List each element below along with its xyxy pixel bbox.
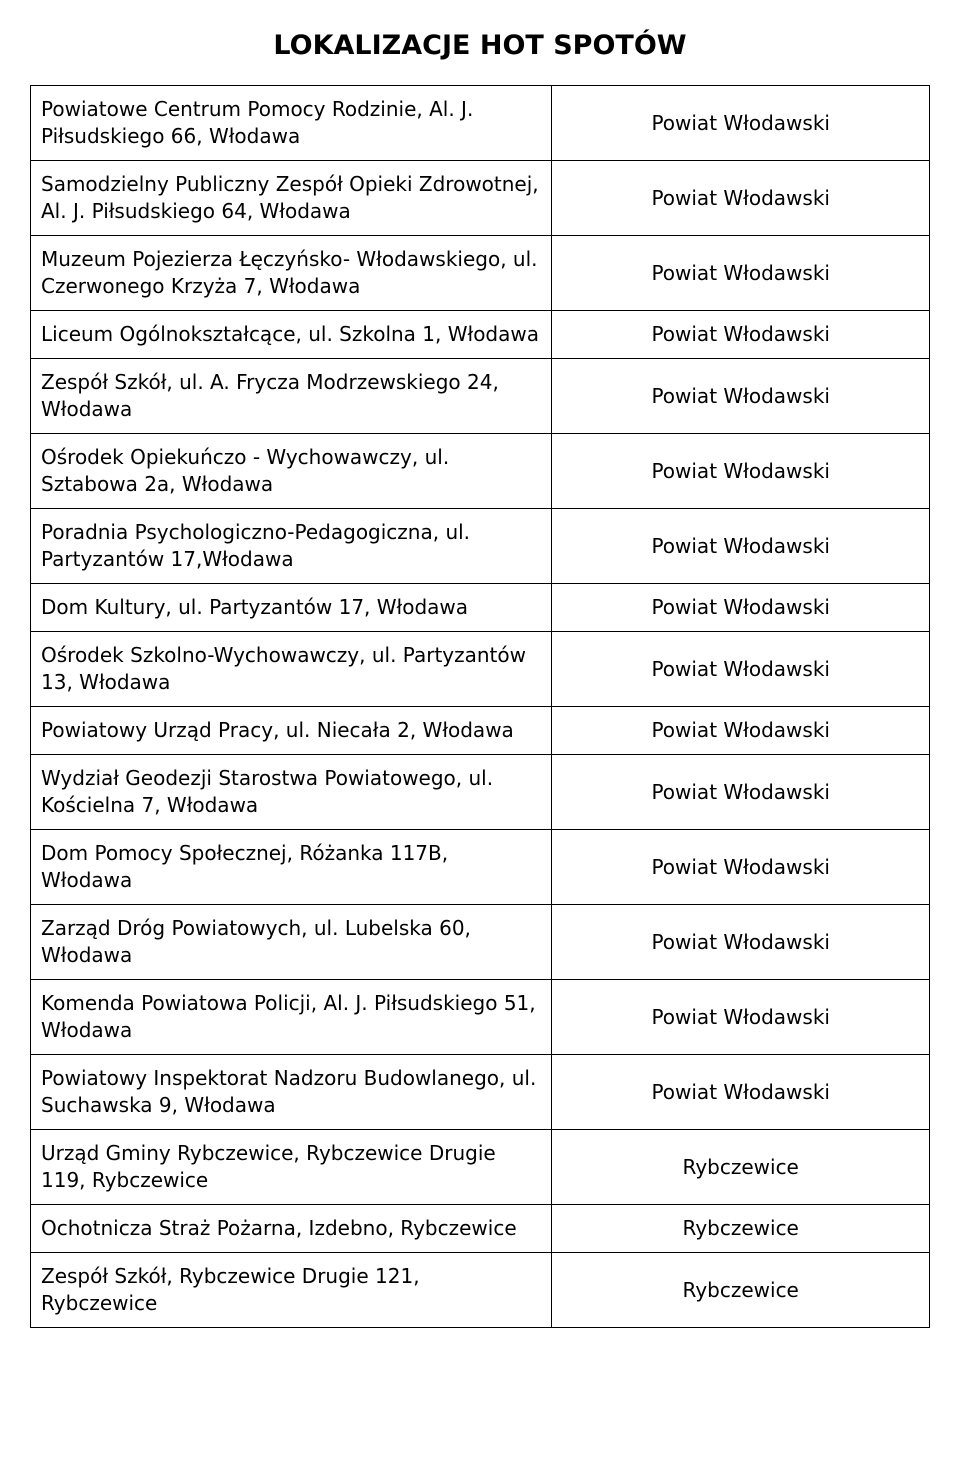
table-row: Samodzielny Publiczny Zespół Opieki Zdro…	[31, 161, 930, 236]
location-cell: Muzeum Pojezierza Łęczyńsko- Włodawskieg…	[31, 236, 552, 311]
locations-table: Powiatowe Centrum Pomocy Rodzinie, Al. J…	[30, 85, 930, 1328]
district-cell: Rybczewice	[552, 1130, 930, 1205]
location-cell: Ośrodek Opiekuńczo - Wychowawczy, ul. Sz…	[31, 434, 552, 509]
district-cell: Powiat Włodawski	[552, 86, 930, 161]
district-cell: Rybczewice	[552, 1253, 930, 1328]
table-row: Powiatowy Inspektorat Nadzoru Budowlaneg…	[31, 1055, 930, 1130]
district-cell: Powiat Włodawski	[552, 830, 930, 905]
location-cell: Ochotnicza Straż Pożarna, Izdebno, Rybcz…	[31, 1205, 552, 1253]
locations-tbody: Powiatowe Centrum Pomocy Rodzinie, Al. J…	[31, 86, 930, 1328]
district-cell: Powiat Włodawski	[552, 509, 930, 584]
district-cell: Powiat Włodawski	[552, 1055, 930, 1130]
page-title: LOKALIZACJE HOT SPOTÓW	[30, 30, 930, 61]
location-cell: Ośrodek Szkolno-Wychowawczy, ul. Partyza…	[31, 632, 552, 707]
table-row: Ochotnicza Straż Pożarna, Izdebno, Rybcz…	[31, 1205, 930, 1253]
district-cell: Powiat Włodawski	[552, 584, 930, 632]
location-cell: Zespół Szkół, ul. A. Frycza Modrzewskieg…	[31, 359, 552, 434]
location-cell: Urząd Gminy Rybczewice, Rybczewice Drugi…	[31, 1130, 552, 1205]
table-row: Dom Pomocy Społecznej, Różanka 117B, Wło…	[31, 830, 930, 905]
table-row: Muzeum Pojezierza Łęczyńsko- Włodawskieg…	[31, 236, 930, 311]
district-cell: Powiat Włodawski	[552, 236, 930, 311]
table-row: Powiatowy Urząd Pracy, ul. Niecała 2, Wł…	[31, 707, 930, 755]
location-cell: Liceum Ogólnokształcące, ul. Szkolna 1, …	[31, 311, 552, 359]
table-row: Ośrodek Szkolno-Wychowawczy, ul. Partyza…	[31, 632, 930, 707]
district-cell: Powiat Włodawski	[552, 434, 930, 509]
table-row: Zespół Szkół, ul. A. Frycza Modrzewskieg…	[31, 359, 930, 434]
location-cell: Powiatowe Centrum Pomocy Rodzinie, Al. J…	[31, 86, 552, 161]
location-cell: Samodzielny Publiczny Zespół Opieki Zdro…	[31, 161, 552, 236]
district-cell: Powiat Włodawski	[552, 980, 930, 1055]
district-cell: Powiat Włodawski	[552, 707, 930, 755]
district-cell: Powiat Włodawski	[552, 311, 930, 359]
table-row: Poradnia Psychologiczno-Pedagogiczna, ul…	[31, 509, 930, 584]
table-row: Wydział Geodezji Starostwa Powiatowego, …	[31, 755, 930, 830]
district-cell: Powiat Włodawski	[552, 905, 930, 980]
location-cell: Dom Kultury, ul. Partyzantów 17, Włodawa	[31, 584, 552, 632]
location-cell: Powiatowy Inspektorat Nadzoru Budowlaneg…	[31, 1055, 552, 1130]
location-cell: Poradnia Psychologiczno-Pedagogiczna, ul…	[31, 509, 552, 584]
location-cell: Powiatowy Urząd Pracy, ul. Niecała 2, Wł…	[31, 707, 552, 755]
location-cell: Zespół Szkół, Rybczewice Drugie 121, Ryb…	[31, 1253, 552, 1328]
district-cell: Powiat Włodawski	[552, 359, 930, 434]
table-row: Komenda Powiatowa Policji, Al. J. Piłsud…	[31, 980, 930, 1055]
district-cell: Rybczewice	[552, 1205, 930, 1253]
district-cell: Powiat Włodawski	[552, 161, 930, 236]
location-cell: Komenda Powiatowa Policji, Al. J. Piłsud…	[31, 980, 552, 1055]
table-row: Zespół Szkół, Rybczewice Drugie 121, Ryb…	[31, 1253, 930, 1328]
table-row: Powiatowe Centrum Pomocy Rodzinie, Al. J…	[31, 86, 930, 161]
district-cell: Powiat Włodawski	[552, 632, 930, 707]
table-row: Ośrodek Opiekuńczo - Wychowawczy, ul. Sz…	[31, 434, 930, 509]
location-cell: Zarząd Dróg Powiatowych, ul. Lubelska 60…	[31, 905, 552, 980]
location-cell: Dom Pomocy Społecznej, Różanka 117B, Wło…	[31, 830, 552, 905]
table-row: Liceum Ogólnokształcące, ul. Szkolna 1, …	[31, 311, 930, 359]
district-cell: Powiat Włodawski	[552, 755, 930, 830]
table-row: Urząd Gminy Rybczewice, Rybczewice Drugi…	[31, 1130, 930, 1205]
table-row: Dom Kultury, ul. Partyzantów 17, Włodawa…	[31, 584, 930, 632]
location-cell: Wydział Geodezji Starostwa Powiatowego, …	[31, 755, 552, 830]
table-row: Zarząd Dróg Powiatowych, ul. Lubelska 60…	[31, 905, 930, 980]
